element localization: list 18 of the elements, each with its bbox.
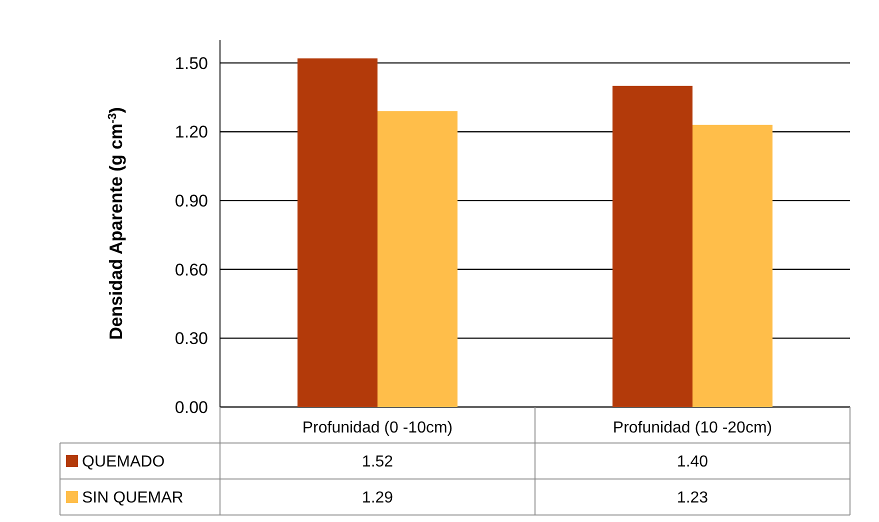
bar <box>298 58 378 407</box>
bar <box>612 86 692 407</box>
legend-label: QUEMADO <box>82 454 165 471</box>
data-label: 1.29 <box>362 490 394 507</box>
data-label: 1.40 <box>676 454 708 471</box>
data-label: 1.52 <box>362 454 394 471</box>
y-tick-label: 0.30 <box>174 329 208 348</box>
y-tick-label: 1.20 <box>174 122 208 142</box>
x-tick-label: Profunidad (0 -10cm) <box>302 420 453 437</box>
bar <box>378 111 458 407</box>
legend-label: SIN QUEMAR <box>82 490 184 507</box>
y-tick-label: 0.90 <box>174 192 208 211</box>
x-tick-label: Profunidad (10 -20cm) <box>612 420 772 437</box>
y-tick-label: 1.50 <box>174 54 208 73</box>
data-label: 1.23 <box>676 490 708 507</box>
y-tick-label: 0.00 <box>174 398 208 417</box>
bar <box>692 124 772 407</box>
y-tick-label: 0.60 <box>174 260 208 280</box>
